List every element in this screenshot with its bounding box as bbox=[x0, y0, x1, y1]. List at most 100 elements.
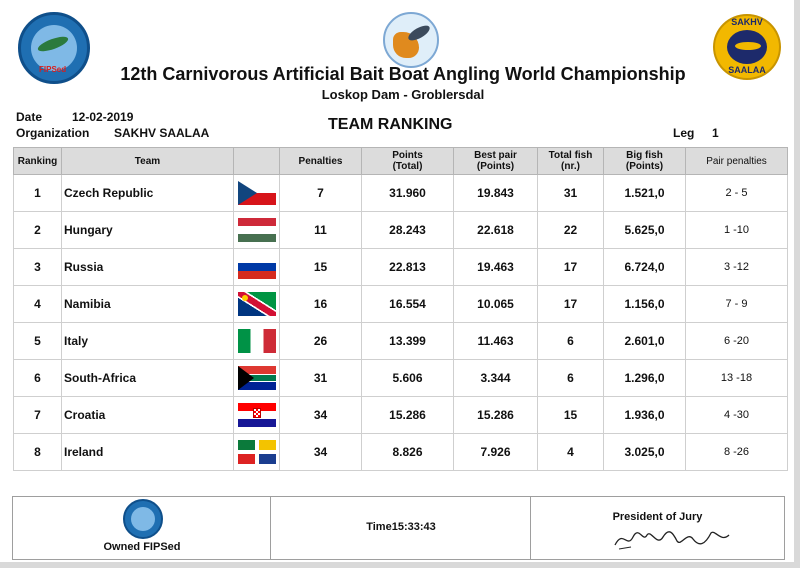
rank-cell: 2 bbox=[13, 211, 62, 249]
rank-cell: 4 bbox=[13, 285, 62, 323]
big-fish-cell: 1.156,0 bbox=[603, 285, 686, 323]
flag-cell bbox=[233, 174, 280, 212]
penalties-cell: 34 bbox=[279, 396, 362, 434]
best-pair-cell: 11.463 bbox=[453, 322, 538, 360]
header-points-line1: Points bbox=[392, 150, 423, 161]
pair-penalties-cell: 1 -10 bbox=[685, 211, 788, 249]
table-row: 6 South-Africa 31 5.606 3.344 6 1.296,0 … bbox=[13, 359, 788, 397]
header-points: Points (Total) bbox=[361, 147, 454, 175]
team-cell: Ireland bbox=[61, 433, 234, 471]
pair-penalties-cell: 7 - 9 bbox=[685, 285, 788, 323]
points-cell: 13.399 bbox=[361, 322, 454, 360]
rank-cell: 3 bbox=[13, 248, 62, 286]
table-header-row: Ranking Team Penalties Points (Total) Bes… bbox=[13, 147, 788, 175]
ranking-title: TEAM RANKING bbox=[328, 116, 453, 133]
sakhv-logo-top-text: SAKHV bbox=[731, 17, 763, 27]
big-fish-cell: 5.625,0 bbox=[603, 211, 686, 249]
rank-cell: 6 bbox=[13, 359, 62, 397]
flag-cell bbox=[233, 396, 280, 434]
big-fish-cell: 1.936,0 bbox=[603, 396, 686, 434]
russia-flag-icon bbox=[237, 255, 276, 279]
best-pair-cell: 10.065 bbox=[453, 285, 538, 323]
big-fish-cell: 1.521,0 bbox=[603, 174, 686, 212]
championship-logo bbox=[383, 12, 439, 68]
penalties-cell: 15 bbox=[279, 248, 362, 286]
document-footer: Owned FIPSed Time15:33:43 President of J… bbox=[12, 496, 785, 560]
points-cell: 31.960 bbox=[361, 174, 454, 212]
hungary-flag-icon bbox=[237, 218, 276, 242]
big-fish-cell: 6.724,0 bbox=[603, 248, 686, 286]
flag-cell bbox=[233, 211, 280, 249]
footer-time-cell: Time15:33:43 bbox=[271, 497, 531, 559]
document-title: 12th Carnivorous Artificial Bait Boat An… bbox=[120, 64, 686, 84]
flag-cell bbox=[233, 359, 280, 397]
footer-owner-cell: Owned FIPSed bbox=[13, 497, 271, 559]
president-of-jury-label: President of Jury bbox=[612, 511, 703, 523]
pair-penalties-cell: 4 -30 bbox=[685, 396, 788, 434]
team-cell: Croatia bbox=[61, 396, 234, 434]
team-cell: Czech Republic bbox=[61, 174, 234, 212]
team-cell: Italy bbox=[61, 322, 234, 360]
czech-flag-icon bbox=[237, 181, 276, 205]
best-pair-cell: 19.463 bbox=[453, 248, 538, 286]
fipsed-logo: FIPSed bbox=[18, 12, 90, 84]
big-fish-cell: 3.025,0 bbox=[603, 433, 686, 471]
header-total-fish: Total fish (nr.) bbox=[537, 147, 604, 175]
header-total-fish-line2: (nr.) bbox=[561, 161, 580, 172]
best-pair-cell: 15.286 bbox=[453, 396, 538, 434]
points-cell: 8.826 bbox=[361, 433, 454, 471]
leg-value: 1 bbox=[712, 126, 719, 140]
header-best-pair: Best pair (Points) bbox=[453, 147, 538, 175]
table-row: 4 Namibia 16 16.554 10.065 17 1.156,0 7 … bbox=[13, 285, 788, 323]
ireland-flag-icon bbox=[237, 440, 276, 464]
best-pair-cell: 22.618 bbox=[453, 211, 538, 249]
best-pair-cell: 3.344 bbox=[453, 359, 538, 397]
rank-cell: 8 bbox=[13, 433, 62, 471]
flag-cell bbox=[233, 433, 280, 471]
flag-cell bbox=[233, 322, 280, 360]
header-penalties: Penalties bbox=[279, 147, 362, 175]
team-cell: Russia bbox=[61, 248, 234, 286]
team-cell: Namibia bbox=[61, 285, 234, 323]
header-big-fish-line2: (Points) bbox=[625, 161, 664, 172]
signature-icon bbox=[614, 531, 730, 550]
rank-cell: 5 bbox=[13, 322, 62, 360]
croatia-flag-icon bbox=[237, 403, 276, 427]
header-best-pair-line2: (Points) bbox=[476, 161, 515, 172]
flag-cell bbox=[233, 248, 280, 286]
total-fish-cell: 6 bbox=[537, 359, 604, 397]
sakhv-logo: SAKHV SAALAA bbox=[713, 14, 781, 80]
big-fish-cell: 1.296,0 bbox=[603, 359, 686, 397]
header-pair-penalties: Pair penalties bbox=[685, 147, 788, 175]
header-points-line2: (Total) bbox=[392, 161, 423, 172]
total-fish-cell: 6 bbox=[537, 322, 604, 360]
big-fish-cell: 2.601,0 bbox=[603, 322, 686, 360]
header-best-pair-line1: Best pair bbox=[474, 150, 517, 161]
best-pair-cell: 19.843 bbox=[453, 174, 538, 212]
points-cell: 28.243 bbox=[361, 211, 454, 249]
header-flag bbox=[233, 147, 280, 175]
total-fish-cell: 22 bbox=[537, 211, 604, 249]
pair-penalties-cell: 8 -26 bbox=[685, 433, 788, 471]
header-team: Team bbox=[61, 147, 234, 175]
team-ranking-table: Ranking Team Penalties Points (Total) Bes… bbox=[13, 147, 788, 471]
date-label: Date bbox=[16, 110, 43, 124]
pair-penalties-cell: 6 -20 bbox=[685, 322, 788, 360]
header-big-fish-line1: Big fish bbox=[626, 150, 663, 161]
document-subtitle: Loskop Dam - Groblersdal bbox=[321, 87, 485, 102]
total-fish-cell: 17 bbox=[537, 248, 604, 286]
fipsed-logo-text: FIPSed bbox=[39, 65, 67, 74]
header-total-fish-line1: Total fish bbox=[548, 150, 593, 161]
fipsed-small-logo bbox=[123, 499, 163, 539]
team-cell: South-Africa bbox=[61, 359, 234, 397]
flag-cell bbox=[233, 285, 280, 323]
organization-label: Organization bbox=[16, 126, 90, 140]
south-africa-flag-icon bbox=[237, 366, 276, 390]
organization-value: SAKHV SAALAA bbox=[114, 126, 210, 140]
points-cell: 22.813 bbox=[361, 248, 454, 286]
pair-penalties-cell: 3 -12 bbox=[685, 248, 788, 286]
rank-cell: 1 bbox=[13, 174, 62, 212]
total-fish-cell: 4 bbox=[537, 433, 604, 471]
time-label: Time15:33:43 bbox=[366, 521, 436, 533]
footer-signature-cell: President of Jury bbox=[531, 497, 784, 559]
